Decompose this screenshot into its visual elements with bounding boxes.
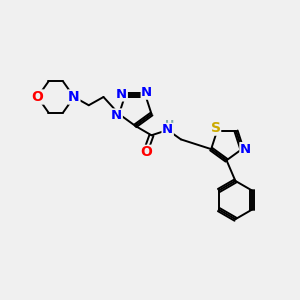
Text: O: O xyxy=(140,146,152,159)
Text: S: S xyxy=(211,121,220,135)
Text: N: N xyxy=(68,90,80,104)
Text: N: N xyxy=(162,124,173,136)
Text: N: N xyxy=(141,86,152,99)
Text: O: O xyxy=(32,90,44,104)
Text: N: N xyxy=(116,88,127,101)
Text: H: H xyxy=(164,120,174,130)
Text: N: N xyxy=(240,142,251,156)
Text: N: N xyxy=(111,109,122,122)
